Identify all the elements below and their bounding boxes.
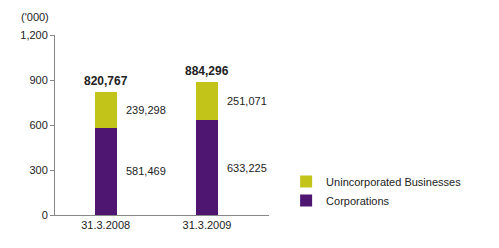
- svg-text:820,767: 820,767: [84, 74, 128, 88]
- svg-text:('000): ('000): [21, 11, 49, 23]
- svg-text:600: 600: [29, 119, 47, 131]
- svg-text:300: 300: [29, 164, 47, 176]
- svg-text:239,298: 239,298: [126, 104, 166, 116]
- svg-text:251,071: 251,071: [227, 95, 267, 107]
- svg-text:Unincorporated Businesses: Unincorporated Businesses: [326, 176, 461, 188]
- svg-text:1,200: 1,200: [20, 29, 48, 41]
- svg-text:31.3.2009: 31.3.2009: [183, 219, 232, 231]
- svg-text:633,225: 633,225: [227, 162, 267, 174]
- svg-text:0: 0: [42, 209, 48, 221]
- svg-text:900: 900: [29, 74, 47, 86]
- svg-text:581,469: 581,469: [126, 165, 166, 177]
- svg-text:31.3.2008: 31.3.2008: [81, 219, 130, 231]
- svg-text:Corporations: Corporations: [326, 195, 389, 207]
- svg-text:884,296: 884,296: [185, 64, 229, 78]
